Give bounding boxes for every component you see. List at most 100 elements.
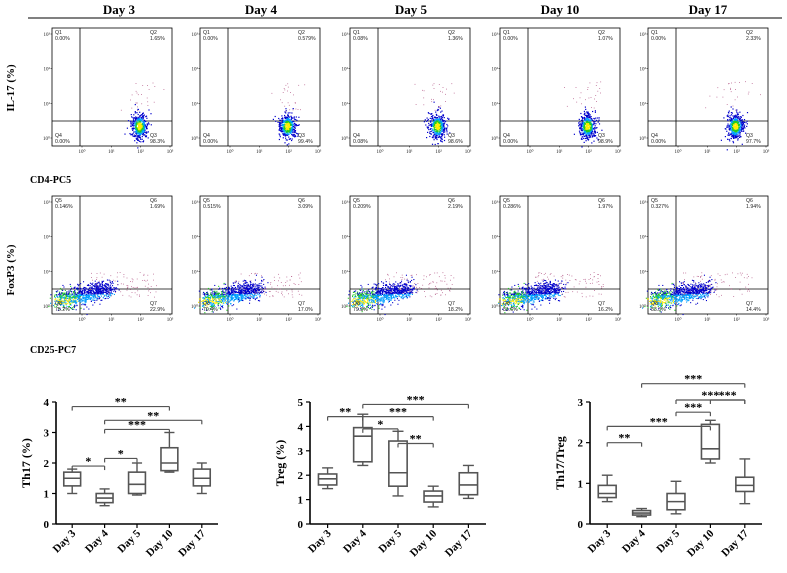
density-dot bbox=[83, 281, 85, 283]
density-dot bbox=[386, 292, 388, 294]
density-dot bbox=[287, 128, 289, 130]
density-dot bbox=[142, 117, 144, 119]
density-dot bbox=[727, 134, 729, 136]
density-dot bbox=[220, 305, 222, 307]
density-dot bbox=[740, 123, 742, 125]
density-dot bbox=[218, 302, 220, 304]
density-dot bbox=[223, 282, 225, 284]
density-dot bbox=[207, 304, 209, 306]
density-dot bbox=[56, 305, 58, 307]
density-dot bbox=[731, 122, 733, 124]
density-dot bbox=[140, 138, 142, 140]
sparse-dot bbox=[705, 107, 707, 109]
density-dot bbox=[374, 302, 376, 304]
density-dot bbox=[84, 288, 86, 290]
quadrant-value-ll: 0.00% bbox=[503, 139, 518, 145]
density-dot bbox=[97, 286, 99, 288]
density-dot bbox=[430, 133, 432, 135]
density-dot bbox=[403, 294, 405, 296]
density-dot bbox=[583, 137, 585, 140]
density-dot bbox=[89, 282, 91, 284]
sparse-dot bbox=[258, 292, 260, 294]
density-dot bbox=[88, 291, 90, 293]
density-dot bbox=[68, 290, 70, 292]
sparse-dot bbox=[566, 105, 568, 107]
density-dot bbox=[282, 117, 284, 120]
density-dot bbox=[256, 284, 258, 286]
flow-density-cloud bbox=[564, 81, 603, 148]
density-dot bbox=[581, 122, 583, 124]
density-dot bbox=[742, 129, 744, 131]
density-dot bbox=[287, 129, 289, 131]
density-dot bbox=[737, 135, 739, 138]
density-dot bbox=[589, 130, 592, 132]
density-dot bbox=[221, 292, 223, 294]
density-dot bbox=[735, 131, 737, 133]
density-dot bbox=[746, 120, 748, 122]
density-dot bbox=[94, 292, 96, 294]
density-dot bbox=[86, 314, 88, 316]
density-dot bbox=[587, 129, 589, 131]
sparse-dot bbox=[285, 84, 287, 86]
density-dot bbox=[81, 292, 83, 294]
density-dot bbox=[74, 305, 76, 307]
density-dot bbox=[731, 124, 733, 126]
sparse-dot bbox=[254, 294, 255, 295]
sparse-dot bbox=[595, 85, 597, 86]
density-dot bbox=[439, 126, 441, 128]
density-dot bbox=[143, 140, 145, 142]
density-dot bbox=[730, 137, 732, 139]
density-dot bbox=[433, 119, 435, 121]
density-dot bbox=[437, 125, 440, 128]
density-dot bbox=[732, 108, 734, 110]
density-dot bbox=[280, 124, 282, 126]
density-dot bbox=[745, 122, 747, 124]
density-dot bbox=[582, 117, 584, 120]
density-dot bbox=[285, 123, 287, 126]
density-dot bbox=[69, 297, 71, 299]
density-dot bbox=[94, 295, 96, 297]
density-dot bbox=[587, 128, 589, 130]
density-dot bbox=[232, 289, 234, 291]
density-dot bbox=[237, 286, 239, 288]
density-dot bbox=[219, 296, 221, 298]
quadrant-name-ll: Q4 bbox=[203, 133, 210, 139]
density-dot bbox=[732, 128, 734, 130]
density-dot bbox=[284, 129, 287, 131]
density-dot bbox=[267, 282, 269, 284]
density-dot bbox=[285, 112, 287, 114]
density-dot bbox=[581, 128, 583, 130]
density-dot bbox=[741, 120, 743, 122]
density-dot bbox=[245, 280, 247, 282]
density-dot bbox=[728, 124, 730, 127]
density-dot bbox=[588, 130, 590, 133]
quadrant-name-ur: Q2 bbox=[746, 30, 753, 36]
flow-ytick-label: 10⁰ bbox=[191, 136, 198, 142]
density-dot bbox=[232, 293, 234, 295]
density-dot bbox=[589, 119, 591, 121]
density-dot bbox=[587, 127, 589, 129]
density-dot bbox=[244, 289, 246, 291]
density-dot bbox=[409, 289, 411, 291]
density-dot bbox=[209, 289, 211, 291]
density-dot bbox=[137, 118, 139, 120]
density-dot bbox=[289, 132, 291, 134]
density-dot bbox=[379, 301, 381, 303]
quadrant-value-ur: 1.69% bbox=[150, 204, 165, 210]
density-dot bbox=[135, 112, 137, 114]
density-dot bbox=[70, 294, 72, 296]
density-dot bbox=[110, 286, 112, 288]
density-dot bbox=[287, 118, 289, 120]
density-dot bbox=[590, 126, 592, 128]
density-dot bbox=[255, 285, 257, 287]
density-dot bbox=[136, 127, 139, 129]
density-dot bbox=[281, 127, 283, 129]
density-dot bbox=[368, 302, 370, 304]
density-dot bbox=[139, 131, 141, 133]
quadrant-name-ll: Q4 bbox=[353, 133, 360, 139]
density-dot bbox=[207, 293, 209, 295]
density-dot bbox=[233, 287, 235, 289]
density-dot bbox=[214, 292, 216, 294]
density-dot bbox=[101, 281, 103, 283]
